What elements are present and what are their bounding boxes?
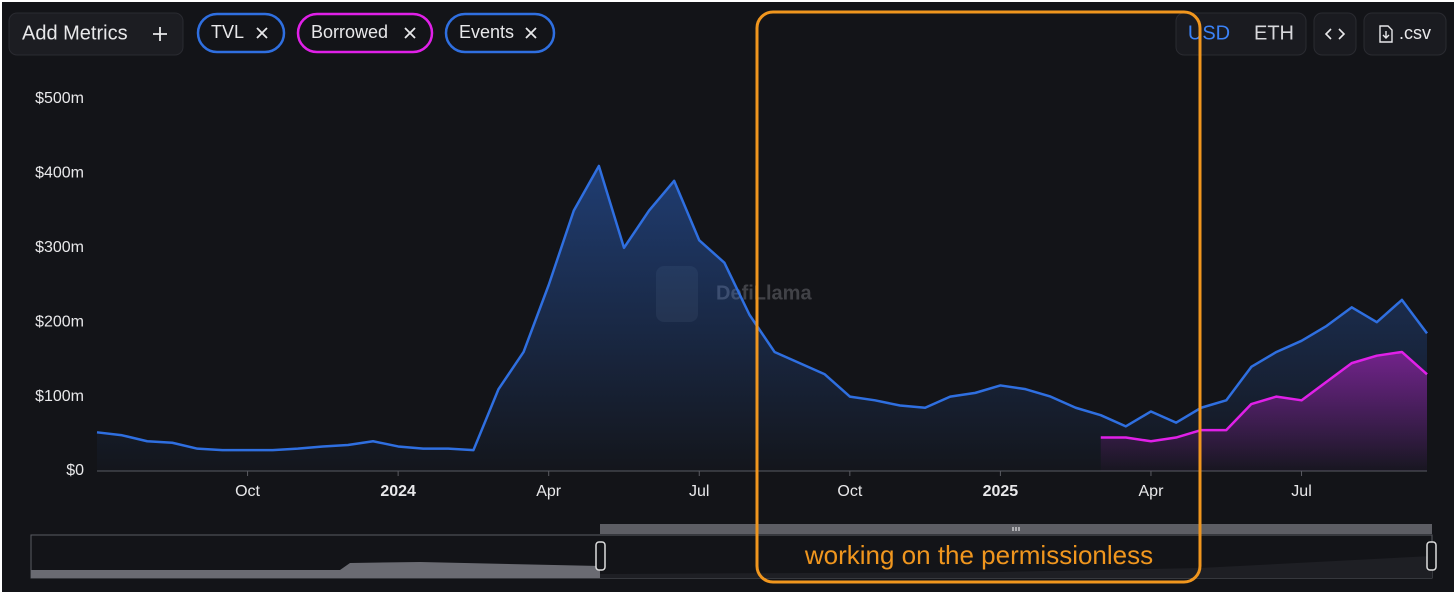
x-tick-label: Apr bbox=[1139, 483, 1165, 500]
events-chip[interactable]: Events bbox=[444, 12, 556, 54]
y-tick-label: $0 bbox=[66, 462, 84, 479]
currency-toggle bbox=[1175, 12, 1307, 56]
currency-usd[interactable]: USD bbox=[1188, 22, 1230, 44]
csv-label: .csv bbox=[1399, 23, 1431, 43]
legend-chip[interactable]: TVL bbox=[196, 12, 286, 54]
x-tick-label: 2024 bbox=[380, 483, 416, 500]
x-tick-label: 2025 bbox=[983, 483, 1019, 500]
area bbox=[1100, 351, 1427, 471]
annotation-text: working on the permissionless bbox=[804, 540, 1153, 570]
x-tick-label: Oct bbox=[235, 483, 260, 500]
legend-label: TVL bbox=[211, 22, 244, 42]
line bbox=[96, 164, 1429, 452]
add-metrics-label: Add Metrics bbox=[22, 22, 128, 44]
close-icon bbox=[525, 27, 537, 39]
x-tick-label: Jul bbox=[1291, 483, 1311, 500]
slider-handle[interactable] bbox=[595, 541, 606, 571]
legend-chip[interactable]: Borrowed bbox=[296, 12, 434, 54]
y-tick-label: $500m bbox=[35, 90, 84, 107]
close-icon bbox=[404, 27, 416, 39]
currency-eth[interactable]: ETH bbox=[1254, 22, 1294, 44]
annotation-box bbox=[755, 10, 1202, 584]
plus-icon bbox=[153, 27, 167, 41]
line bbox=[1100, 350, 1428, 443]
y-tick-label: $300m bbox=[35, 239, 84, 256]
add-metrics-button[interactable]: Add Metrics bbox=[8, 12, 184, 56]
close-icon bbox=[256, 27, 268, 39]
x-tick-label: Apr bbox=[536, 483, 562, 500]
slider-preview bbox=[600, 556, 1432, 578]
y-tick-label: $400m bbox=[35, 165, 84, 182]
csv-button[interactable]: .csv bbox=[1363, 12, 1447, 56]
x-tick-label: Jul bbox=[689, 483, 709, 500]
chip-border bbox=[196, 12, 286, 54]
grip-icon bbox=[1012, 527, 1020, 531]
slider-handle[interactable] bbox=[1426, 541, 1437, 571]
y-tick-label: $100m bbox=[35, 388, 84, 405]
embed-button[interactable] bbox=[1313, 12, 1357, 56]
slider-preview bbox=[31, 562, 600, 578]
chip-label: Events bbox=[459, 22, 514, 42]
legend-label: Borrowed bbox=[311, 22, 388, 42]
chip-border bbox=[296, 12, 434, 54]
y-tick-label: $200m bbox=[35, 313, 84, 330]
x-tick-label: Oct bbox=[837, 483, 862, 500]
